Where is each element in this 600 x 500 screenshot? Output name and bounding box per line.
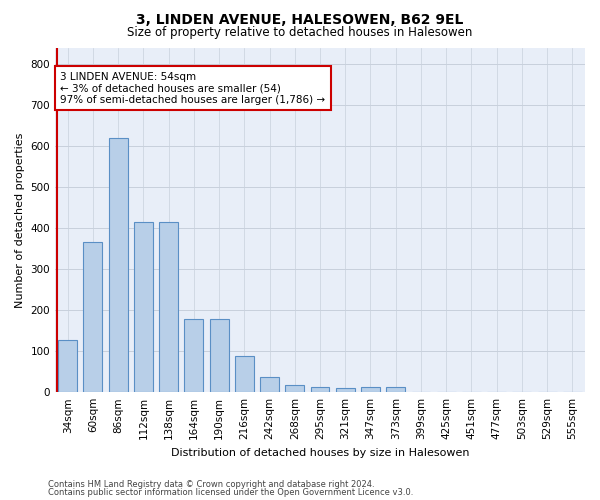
Bar <box>83 242 103 392</box>
Bar <box>184 319 203 392</box>
Bar <box>209 319 229 392</box>
Bar <box>336 388 355 392</box>
Text: 3, LINDEN AVENUE, HALESOWEN, B62 9EL: 3, LINDEN AVENUE, HALESOWEN, B62 9EL <box>136 12 464 26</box>
Text: 3 LINDEN AVENUE: 54sqm
← 3% of detached houses are smaller (54)
97% of semi-deta: 3 LINDEN AVENUE: 54sqm ← 3% of detached … <box>61 72 325 105</box>
Y-axis label: Number of detached properties: Number of detached properties <box>15 132 25 308</box>
Bar <box>58 340 77 392</box>
Bar <box>109 138 128 392</box>
Bar <box>361 388 380 392</box>
Bar <box>286 385 304 392</box>
Bar <box>260 377 279 392</box>
Text: Contains public sector information licensed under the Open Government Licence v3: Contains public sector information licen… <box>48 488 413 497</box>
Bar <box>159 222 178 392</box>
Bar <box>386 388 405 392</box>
Text: Size of property relative to detached houses in Halesowen: Size of property relative to detached ho… <box>127 26 473 39</box>
X-axis label: Distribution of detached houses by size in Halesowen: Distribution of detached houses by size … <box>171 448 469 458</box>
Bar <box>311 388 329 392</box>
Bar <box>235 356 254 392</box>
Bar <box>134 222 153 392</box>
Text: Contains HM Land Registry data © Crown copyright and database right 2024.: Contains HM Land Registry data © Crown c… <box>48 480 374 489</box>
